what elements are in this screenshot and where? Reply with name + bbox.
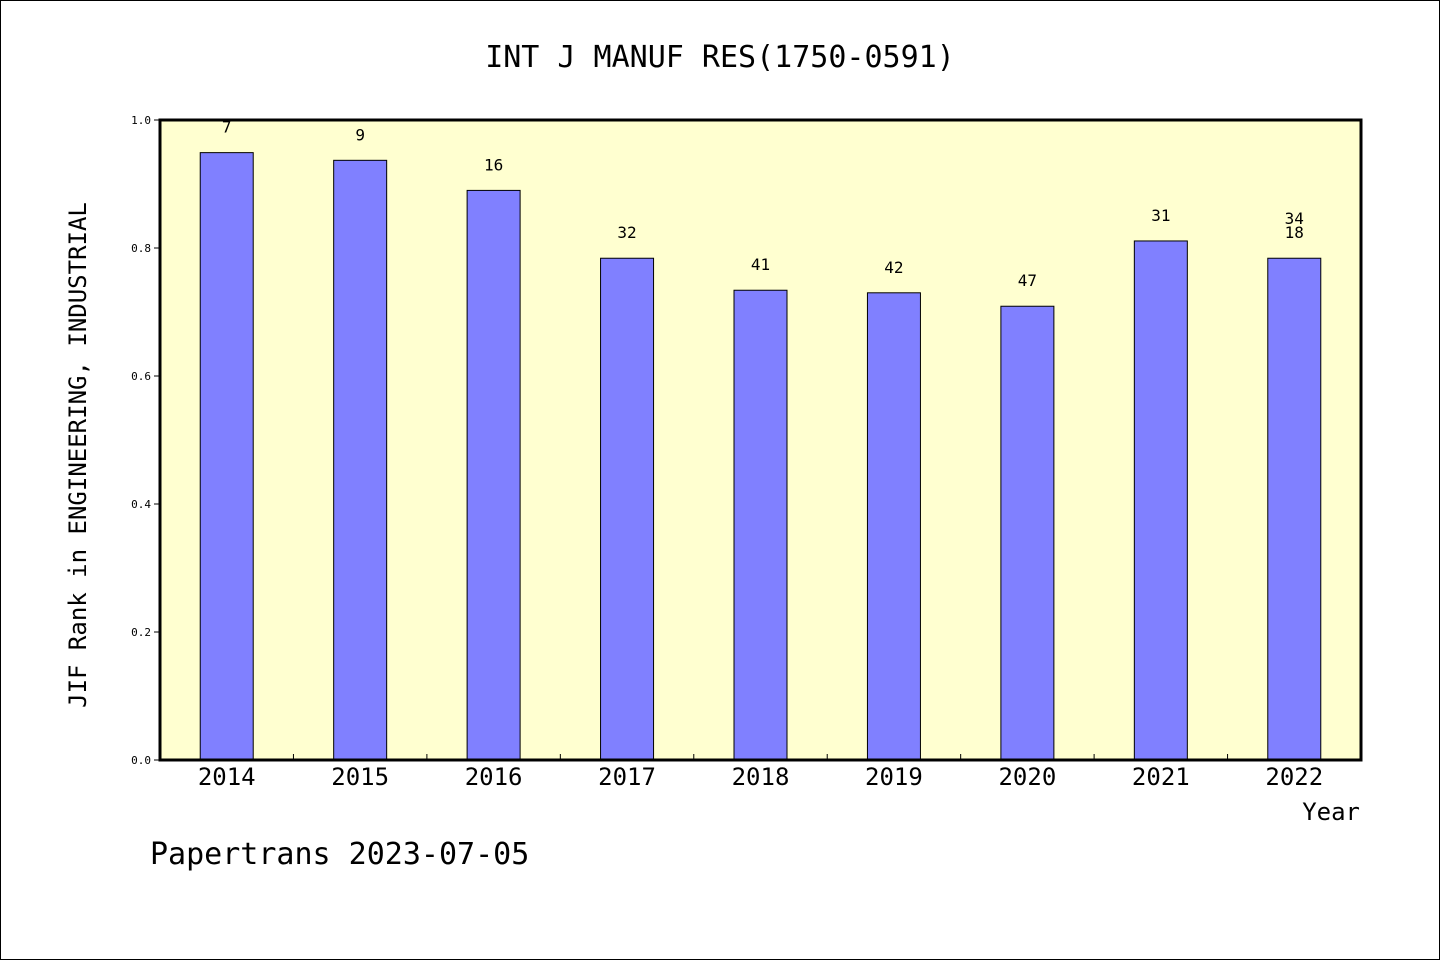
x-ticks-group: 2014 2015 2016 2017 2018 2019 2020 2021 2022 [198,754,1323,791]
y-tick-label: 0.8 [131,242,151,255]
data-label: 32 [617,223,636,242]
x-tick-label: 2015 [331,763,389,791]
bar-2019 [866,292,921,761]
y-tick-label: 0.4 [131,498,151,511]
chart-title: INT J MANUF RES(1750-0591) [485,40,955,75]
x-tick-label: 2016 [465,763,523,791]
bar-2016 [466,189,521,761]
x-tick-label: 2017 [598,763,656,791]
x-tick-label: 2018 [732,763,790,791]
y-axis-label: JIF Rank in ENGINEERING, INDUSTRIAL [64,202,92,708]
data-label: 42 [884,258,903,277]
bar-2014 [199,152,254,761]
data-label: 9 [355,125,365,144]
x-tick-label: 2019 [865,763,923,791]
bars-group [199,152,1322,761]
footer-text: Papertrans 2023-07-05 [150,837,529,872]
bar-2022 [1267,257,1322,761]
data-label: 7 [222,118,232,137]
data-label: 41 [751,255,770,274]
x-tick-label: 2022 [1265,763,1323,791]
bar-2021 [1133,240,1188,761]
bar-2018 [733,289,788,761]
bar-2017 [600,257,655,761]
x-tick-label: 2014 [198,763,256,791]
data-label: 31 [1151,206,1170,225]
y-tick-label: 0.0 [131,754,151,767]
data-label: 34 18 [1285,209,1304,242]
bar-2015 [333,159,388,761]
data-labels-group: 7 9 16 32 41 42 47 31 34 18 [222,118,1304,291]
plot-border [158,118,1363,762]
y-tick-label: 0.6 [131,370,151,383]
x-axis-label: Year [1302,798,1360,826]
y-ticks-group: 0.0 0.2 0.4 0.6 0.8 1.0 [131,114,160,767]
data-label: 16 [484,155,503,174]
x-tick-label: 2020 [998,763,1056,791]
x-tick-label: 2021 [1132,763,1190,791]
data-label: 47 [1018,271,1037,290]
y-tick-label: 0.2 [131,626,151,639]
bar-2020 [1000,305,1055,761]
y-tick-label: 1.0 [131,114,151,127]
